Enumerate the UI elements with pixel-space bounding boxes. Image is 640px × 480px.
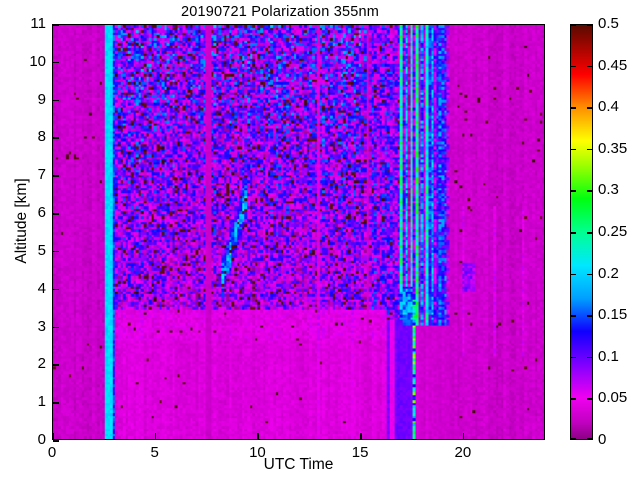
y-tick-label-6: 6 [37,204,46,222]
colorbar-tick-label-2: 0.1 [598,347,619,365]
colorbar-tick-8 [571,107,576,109]
colorbar-tick-9 [587,65,592,68]
y-tick-9 [53,99,59,102]
colorbar-tick-10 [571,24,576,26]
colorbar-tick-2 [571,356,576,359]
x-tick-label-2: 10 [249,444,266,461]
page-title: 20190721 Polarization 355nm [180,4,380,20]
y-tick-10 [53,61,59,64]
y-tick-label-1: 1 [37,393,46,411]
y-tick-7 [53,175,59,177]
colorbar-tick-4 [587,273,592,276]
colorbar-tick-label-10: 0.5 [598,15,619,32]
x-axis-title: UTC Time [263,456,334,473]
y-tick-8 [53,137,59,139]
y-tick-4 [53,288,59,291]
colorbar-tick-label-4: 0.2 [598,264,619,282]
colorbar-tick-label-0: 0 [598,431,607,448]
colorbar-gradient [571,25,592,439]
y-tick-11 [53,24,59,26]
y-tick-label-8: 8 [37,128,46,146]
y-tick-label-5: 5 [37,241,46,259]
colorbar-tick-label-3: 0.15 [598,306,628,324]
y-tick-label-7: 7 [37,166,46,184]
y-tick-1 [53,402,59,404]
x-tick-0 [52,433,54,439]
y-tick-label-10: 10 [29,52,46,70]
colorbar-tick-5 [587,232,592,234]
y-tick-label-9: 9 [37,90,46,108]
colorbar-tick-label-5: 0.25 [598,223,628,240]
y-tick-0 [53,440,59,442]
colorbar-tick-7 [571,148,576,151]
colorbar-tick-2 [587,356,592,359]
colorbar-tick-label-9: 0.45 [598,56,628,74]
x-tick-label-0: 0 [47,444,57,461]
colorbar-tick-label-6: 0.3 [598,181,619,199]
y-tick-label-2: 2 [37,355,46,373]
x-tick-label-3: 15 [351,444,369,461]
colorbar-tick-0 [571,438,576,440]
y-tick-label-4: 4 [37,279,46,297]
colorbar-tick-3 [571,315,576,317]
colorbar-tick-10 [587,24,592,26]
colorbar-tick-7 [587,148,592,151]
x-tick-4 [462,433,465,439]
colorbar-tick-label-8: 0.4 [598,98,619,116]
colorbar-tick-4 [571,273,576,276]
colorbar-tick-label-1: 0.05 [598,389,628,407]
x-tick-2 [257,433,259,439]
colorbar-tick-5 [571,232,576,234]
colorbar-tick-label-7: 0.35 [598,139,628,157]
y-tick-6 [53,213,59,215]
colorbar[interactable] [570,24,593,440]
colorbar-tick-8 [587,107,592,109]
y-tick-2 [53,364,59,366]
colorbar-tick-6 [587,190,592,192]
colorbar-tick-1 [587,398,592,400]
y-axis-title: Altitude [km] [13,178,30,264]
colorbar-tick-1 [571,398,576,400]
colorbar-tick-0 [587,438,592,440]
x-tick-label-4: 20 [454,444,472,461]
x-tick-1 [154,433,157,439]
colorbar-tick-9 [571,65,576,68]
x-tick-label-1: 5 [150,444,159,461]
y-tick-label-11: 11 [30,15,46,32]
colorbar-tick-3 [587,315,592,317]
y-tick-3 [53,326,59,329]
colorbar-tick-6 [571,190,576,192]
heatmap-plot-area[interactable] [52,24,545,440]
y-tick-5 [53,250,59,253]
x-tick-3 [360,433,362,439]
y-tick-label-0: 0 [37,431,46,448]
heatmap-canvas [53,25,544,439]
y-tick-label-3: 3 [37,317,46,335]
